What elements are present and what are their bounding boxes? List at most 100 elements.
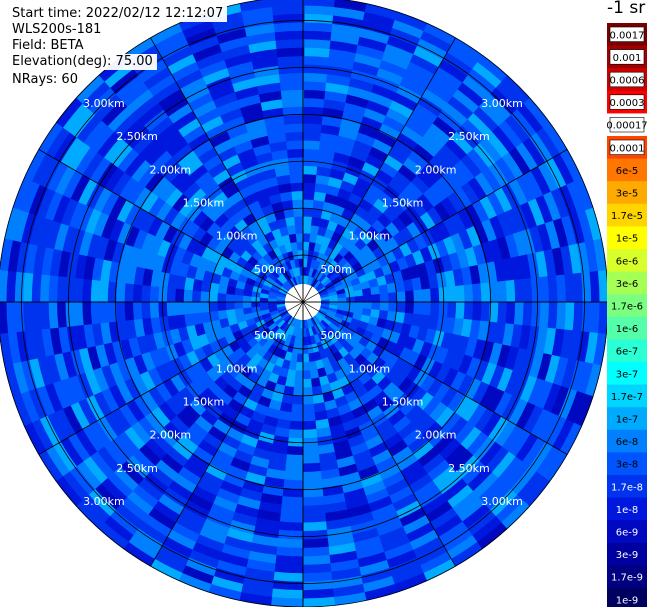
beta-cell	[237, 93, 262, 109]
beta-cell	[131, 207, 149, 230]
beta-cell	[113, 111, 140, 138]
beta-cell	[323, 501, 348, 514]
beta-cell	[303, 38, 332, 50]
range-ring-label: 2.50km	[448, 462, 490, 475]
beta-cell	[303, 21, 334, 33]
beta-cell	[274, 30, 305, 41]
beta-cell	[269, 596, 303, 607]
beta-cell	[242, 289, 253, 297]
beta-cell	[222, 183, 240, 199]
beta-cell	[409, 387, 428, 406]
beta-cell	[277, 55, 305, 66]
beta-cell	[392, 270, 404, 283]
beta-cell	[279, 504, 303, 515]
beta-cell	[200, 115, 225, 133]
beta-cell	[431, 465, 457, 489]
colorbar-label: 1e-6	[616, 324, 639, 335]
beta-cell	[239, 583, 273, 598]
beta-cell	[335, 327, 346, 338]
beta-cell	[316, 312, 325, 321]
beta-cell	[324, 193, 338, 205]
colorbar-label: 3e-5	[616, 189, 639, 200]
beta-cell	[518, 325, 532, 351]
beta-cell	[315, 426, 332, 438]
beta-cell	[360, 314, 371, 324]
beta-cell	[213, 241, 228, 256]
beta-cell	[185, 237, 201, 254]
beta-cell	[318, 288, 328, 295]
beta-cell	[382, 206, 399, 223]
beta-cell	[77, 177, 98, 206]
beta-cell	[270, 312, 281, 320]
beta-cell	[322, 201, 336, 213]
beta-cell	[303, 258, 308, 268]
beta-cell	[212, 448, 234, 466]
colorbar-swatch: 1.7e-6	[607, 294, 647, 318]
beta-cell	[589, 270, 600, 304]
beta-cell	[137, 477, 164, 502]
beta-cell	[299, 266, 304, 276]
beta-cell	[0, 300, 9, 334]
beta-cell	[349, 212, 364, 227]
beta-cell	[282, 313, 291, 322]
beta-cell	[428, 225, 444, 244]
beta-cell	[193, 346, 207, 362]
beta-cell	[279, 72, 305, 83]
beta-cell	[346, 296, 356, 303]
beta-cell	[267, 132, 287, 145]
beta-cell	[473, 142, 497, 169]
beta-cell	[151, 175, 172, 198]
beta-cell	[130, 420, 152, 445]
beta-cell	[276, 47, 305, 58]
beta-cell	[336, 309, 346, 316]
beta-cell	[175, 274, 187, 290]
beta-cell	[148, 348, 164, 368]
beta-cell	[405, 522, 435, 543]
beta-cell	[378, 348, 393, 363]
beta-cell	[359, 472, 383, 489]
beta-cell	[53, 222, 70, 251]
beta-cell	[294, 370, 303, 380]
beta-cell	[319, 459, 339, 472]
beta-cell	[183, 301, 193, 315]
beta-cell	[154, 458, 179, 481]
range-ring-label: 1.00km	[349, 362, 391, 375]
beta-cell	[236, 441, 256, 456]
colorbar-swatch: 1.7e-9	[607, 565, 647, 589]
beta-cell	[362, 11, 397, 29]
beta-cell	[496, 212, 514, 238]
beta-cell	[222, 153, 242, 170]
beta-cell	[366, 405, 384, 421]
beta-cell	[400, 267, 412, 282]
beta-cell	[217, 146, 239, 163]
beta-cell	[394, 311, 406, 324]
beta-cell	[442, 367, 459, 388]
beta-cell	[303, 165, 318, 176]
beta-cell	[502, 257, 515, 282]
beta-cell	[229, 69, 257, 85]
beta-cell	[145, 143, 168, 166]
beta-cell	[171, 391, 190, 411]
beta-cell	[218, 275, 230, 286]
beta-cell	[211, 396, 228, 413]
beta-cell	[154, 363, 171, 383]
beta-cell	[24, 147, 47, 182]
beta-cell	[363, 107, 387, 125]
beta-cell	[338, 271, 349, 281]
beta-cell	[523, 97, 552, 129]
beta-cell	[322, 492, 346, 506]
beta-cell	[429, 182, 449, 203]
beta-cell	[183, 288, 193, 302]
beta-cell	[286, 369, 296, 380]
beta-cell	[521, 437, 546, 468]
beta-cell	[312, 250, 320, 261]
beta-cell	[378, 59, 408, 78]
beta-cell	[83, 254, 96, 280]
beta-cell	[552, 218, 569, 249]
beta-cell	[267, 304, 278, 310]
beta-cell	[473, 359, 490, 383]
azimuth-spoke	[150, 317, 295, 567]
beta-cell	[60, 197, 79, 227]
colorbar-swatch: 3e-8	[607, 452, 647, 476]
beta-cell	[342, 172, 360, 186]
